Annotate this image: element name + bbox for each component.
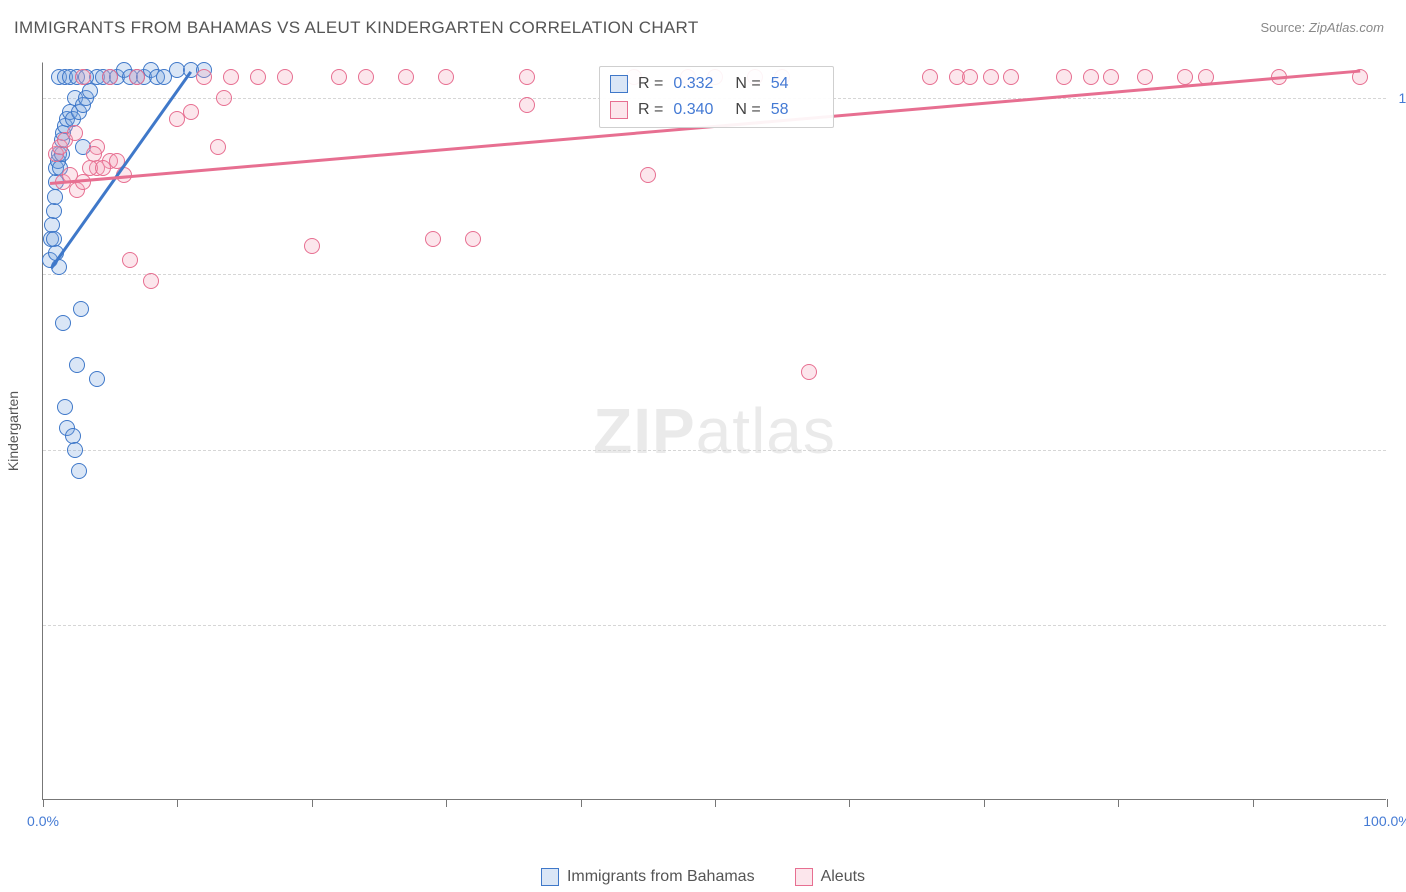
legend-item-bahamas: Immigrants from Bahamas: [541, 868, 755, 886]
watermark-zip: ZIP: [593, 395, 696, 467]
scatter-point-bahamas: [46, 203, 62, 219]
stat-r-label: R =: [638, 75, 663, 93]
legend-label-bahamas: Immigrants from Bahamas: [567, 868, 755, 886]
chart-plot-inner: Kindergarten ZIPatlas 92.5%95.0%97.5%100…: [43, 63, 1386, 799]
x-tick: [177, 799, 178, 807]
stat-r-value-aleuts: 0.340: [673, 101, 725, 119]
x-tick-label: 100.0%: [1363, 813, 1406, 829]
watermark: ZIPatlas: [593, 394, 836, 468]
scatter-point-aleuts: [196, 69, 212, 85]
stat-n-value-bahamas: 54: [771, 75, 823, 93]
x-tick: [1118, 799, 1119, 807]
scatter-point-aleuts: [962, 69, 978, 85]
source-attribution: Source: ZipAtlas.com: [1260, 20, 1384, 35]
scatter-point-bahamas: [69, 357, 85, 373]
scatter-point-aleuts: [358, 69, 374, 85]
scatter-point-aleuts: [216, 90, 232, 106]
y-tick-label: 95.0%: [1394, 442, 1406, 458]
scatter-point-bahamas: [73, 301, 89, 317]
scatter-point-aleuts: [304, 238, 320, 254]
scatter-point-aleuts: [1103, 69, 1119, 85]
scatter-point-aleuts: [210, 139, 226, 155]
swatch-aleuts: [610, 101, 628, 119]
chart-plot-area: Kindergarten ZIPatlas 92.5%95.0%97.5%100…: [42, 62, 1386, 800]
scatter-point-aleuts: [250, 69, 266, 85]
scatter-point-aleuts: [438, 69, 454, 85]
stat-n-value-aleuts: 58: [771, 101, 823, 119]
scatter-point-aleuts: [519, 97, 535, 113]
x-tick: [715, 799, 716, 807]
gridline: [43, 450, 1386, 451]
scatter-point-aleuts: [519, 69, 535, 85]
scatter-point-bahamas: [71, 463, 87, 479]
scatter-point-aleuts: [425, 231, 441, 247]
scatter-point-aleuts: [801, 364, 817, 380]
x-tick: [1387, 799, 1388, 807]
scatter-point-aleuts: [331, 69, 347, 85]
legend: Immigrants from Bahamas Aleuts: [0, 868, 1406, 886]
scatter-point-aleuts: [75, 69, 91, 85]
stats-row-bahamas: R = 0.332 N = 54: [610, 71, 823, 97]
scatter-point-bahamas: [89, 371, 105, 387]
source-label: Source:: [1260, 20, 1308, 35]
scatter-point-aleuts: [129, 69, 145, 85]
legend-item-aleuts: Aleuts: [795, 868, 865, 886]
legend-swatch-aleuts: [795, 868, 813, 886]
x-tick: [581, 799, 582, 807]
scatter-point-aleuts: [1177, 69, 1193, 85]
scatter-point-aleuts: [398, 69, 414, 85]
y-tick-label: 97.5%: [1394, 266, 1406, 282]
stats-box: R = 0.332 N = 54 R = 0.340 N = 58: [599, 66, 834, 128]
scatter-point-aleuts: [1056, 69, 1072, 85]
scatter-point-aleuts: [183, 104, 199, 120]
swatch-bahamas: [610, 75, 628, 93]
scatter-point-aleuts: [922, 69, 938, 85]
scatter-point-aleuts: [277, 69, 293, 85]
stat-n-label: N =: [735, 75, 760, 93]
source-value: ZipAtlas.com: [1309, 20, 1384, 35]
y-tick-label: 92.5%: [1394, 617, 1406, 633]
scatter-point-aleuts: [67, 125, 83, 141]
scatter-point-aleuts: [1083, 69, 1099, 85]
y-axis-title: Kindergarten: [5, 391, 21, 471]
scatter-point-bahamas: [82, 83, 98, 99]
x-tick: [984, 799, 985, 807]
scatter-point-aleuts: [143, 273, 159, 289]
watermark-atlas: atlas: [696, 395, 836, 467]
scatter-point-aleuts: [983, 69, 999, 85]
scatter-point-aleuts: [640, 167, 656, 183]
x-tick: [849, 799, 850, 807]
gridline: [43, 625, 1386, 626]
y-tick-label: 100.0%: [1394, 90, 1406, 106]
scatter-point-aleuts: [122, 252, 138, 268]
stat-r-value-bahamas: 0.332: [673, 75, 725, 93]
chart-title: IMMIGRANTS FROM BAHAMAS VS ALEUT KINDERG…: [14, 18, 699, 38]
scatter-point-aleuts: [223, 69, 239, 85]
scatter-point-bahamas: [55, 315, 71, 331]
scatter-point-aleuts: [75, 174, 91, 190]
stat-r-label: R =: [638, 101, 663, 119]
gridline: [43, 274, 1386, 275]
scatter-point-aleuts: [1003, 69, 1019, 85]
stats-row-aleuts: R = 0.340 N = 58: [610, 97, 823, 123]
scatter-point-bahamas: [47, 189, 63, 205]
scatter-point-aleuts: [1137, 69, 1153, 85]
x-tick: [312, 799, 313, 807]
x-tick: [446, 799, 447, 807]
scatter-point-bahamas: [57, 399, 73, 415]
stat-n-label: N =: [735, 101, 760, 119]
legend-swatch-bahamas: [541, 868, 559, 886]
scatter-point-bahamas: [67, 442, 83, 458]
scatter-point-aleuts: [102, 69, 118, 85]
legend-label-aleuts: Aleuts: [821, 868, 865, 886]
x-tick-label: 0.0%: [27, 813, 59, 829]
scatter-point-aleuts: [465, 231, 481, 247]
x-tick: [1253, 799, 1254, 807]
x-tick: [43, 799, 44, 807]
